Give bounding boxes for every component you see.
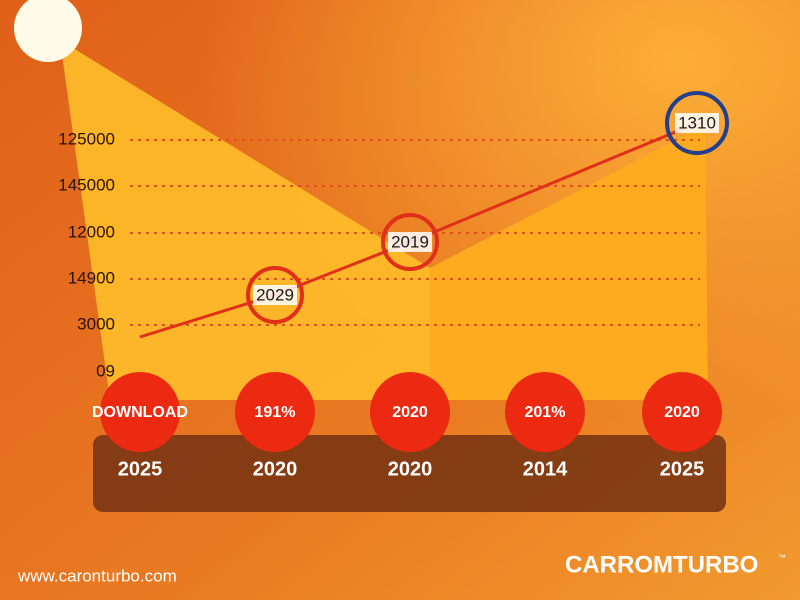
year-label: 2020 bbox=[253, 458, 298, 480]
button[interactable] bbox=[100, 372, 180, 452]
button-label[interactable]: 2020 bbox=[392, 404, 428, 421]
point-marker bbox=[246, 266, 304, 324]
y-label: 09 bbox=[96, 361, 115, 380]
button[interactable] bbox=[642, 372, 722, 452]
y-label: 3000 bbox=[77, 314, 115, 333]
y-label: 145000 bbox=[58, 175, 115, 194]
y-label: 12000 bbox=[68, 222, 115, 241]
buttons: DOWNLOAD 2025 191% 2020 2020 2020 201% 2014 2020… bbox=[92, 372, 722, 480]
point-label-bg bbox=[388, 232, 432, 252]
area bbox=[430, 125, 708, 400]
point-label-bg bbox=[675, 113, 719, 133]
button-label[interactable]: 191% bbox=[255, 404, 296, 421]
grid bbox=[130, 139, 700, 326]
button[interactable] bbox=[505, 372, 585, 452]
point-label-bg bbox=[253, 285, 297, 305]
year-label: 2014 bbox=[523, 458, 568, 480]
button-label[interactable]: 201% bbox=[525, 404, 566, 421]
point-marker bbox=[665, 91, 729, 155]
brand: CARROMTURBO bbox=[565, 551, 758, 578]
point-label: 1310 bbox=[678, 113, 716, 132]
light-beam bbox=[60, 40, 430, 400]
year-label: 2025 bbox=[118, 458, 163, 480]
button[interactable] bbox=[235, 372, 315, 452]
y-label: 14900 bbox=[68, 268, 115, 287]
y-labels: 125000 145000 12000 14900 3000 09 bbox=[58, 129, 115, 380]
button-label[interactable]: 2020 bbox=[664, 404, 700, 421]
point-marker bbox=[381, 213, 439, 271]
point-label: 2019 bbox=[391, 232, 429, 251]
year-label: 2020 bbox=[388, 458, 433, 480]
trademark: ™ bbox=[778, 553, 786, 562]
trend-line bbox=[139, 121, 698, 339]
bar bbox=[93, 435, 726, 512]
year-label: 2025 bbox=[660, 458, 705, 480]
y-label: 125000 bbox=[58, 129, 115, 148]
url: www.caronturbo.com bbox=[17, 566, 177, 585]
button[interactable] bbox=[370, 372, 450, 452]
button-label[interactable]: DOWNLOAD bbox=[92, 404, 188, 421]
points: 2029 2019 1310 bbox=[246, 91, 729, 324]
point-label: 2029 bbox=[256, 285, 294, 304]
sun bbox=[14, 0, 82, 62]
